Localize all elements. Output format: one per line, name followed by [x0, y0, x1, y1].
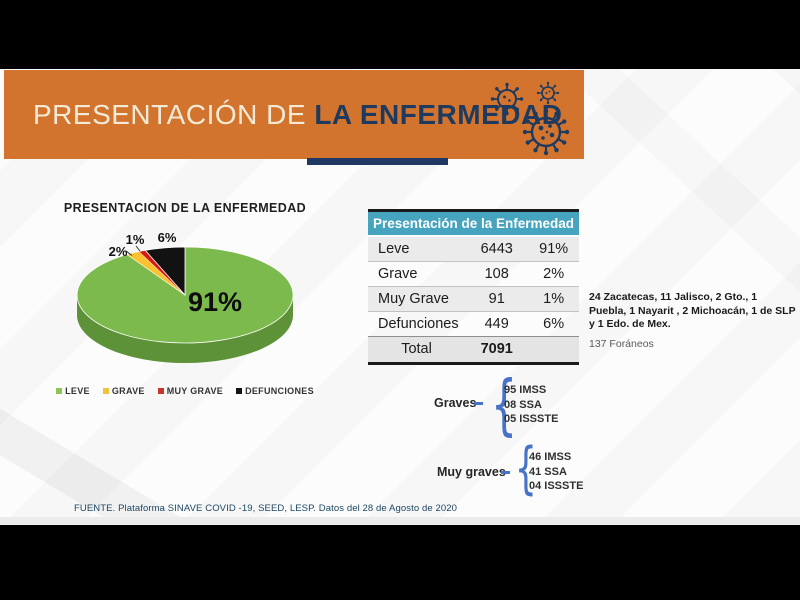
chart-legend: LEVE GRAVE MUY GRAVE DEFUNCIONES	[35, 386, 335, 396]
total-label: Total	[401, 341, 432, 357]
source-footnote: FUENTE. Plataforma SINAVE COVID -19, SEE…	[74, 503, 457, 514]
graves-label: Graves	[434, 396, 477, 410]
legend-label-muy-grave: MUY GRAVE	[166, 386, 224, 396]
graves-item: 95 IMSS	[504, 384, 547, 396]
muy-graves-items: 46 IMSS 41 SSA 04 ISSSTE	[529, 450, 583, 494]
page-title: PRESENTACIÓN DE LA ENFERMEDAD	[33, 99, 562, 131]
row-value: 449	[484, 316, 509, 332]
muy-graves-connector	[501, 471, 510, 474]
data-table: Presentación de la Enfermedad Leve 6443 …	[368, 209, 579, 365]
legend-item-grave: GRAVE	[102, 386, 145, 396]
legend-item-muy-grave: MUY GRAVE	[157, 386, 224, 396]
legend-item-leve: LEVE	[56, 386, 90, 396]
pie-label-defunciones-pct: 6%	[158, 230, 177, 245]
leader-line-muy-grave	[135, 245, 141, 252]
graves-item: 08 SSA	[504, 398, 542, 411]
graves-items: 95 IMSS 08 SSA 05 ISSSTE	[504, 383, 558, 427]
slide-canvas: PRESENTACIÓN DE LA ENFERMEDAD	[0, 69, 800, 525]
row-percent: 6%	[543, 316, 565, 332]
graves-connector	[474, 402, 483, 405]
legend-swatch-defunciones	[236, 388, 243, 394]
header-banner: PRESENTACIÓN DE LA ENFERMEDAD	[4, 70, 584, 159]
pie-side-leve	[77, 295, 293, 363]
table-row: Defunciones 449 6%	[368, 311, 579, 336]
pie-label-leve-pct: 91%	[188, 287, 242, 317]
table-row: Grave 108 2%	[368, 261, 579, 286]
pie-slice-defunciones	[144, 246, 186, 297]
muy-graves-item: 46 IMSS	[529, 451, 572, 463]
legend-label-grave: GRAVE	[111, 386, 145, 396]
muy-graves-label: Muy graves	[437, 465, 506, 479]
row-value: 6443	[480, 241, 513, 257]
page-title-prefix: PRESENTACIÓN DE	[33, 98, 315, 130]
legend-label-defunciones: DEFUNCIONES	[245, 386, 314, 396]
total-percent-empty	[528, 337, 579, 362]
row-label: Leve	[378, 241, 410, 257]
table-total-row: Total 7091	[368, 336, 579, 362]
muy-graves-brace: {	[514, 436, 537, 501]
table-row: Leve 6443 91%	[368, 237, 579, 261]
state-distribution-note: 24 Zacatecas, 11 Jalisco, 2 Gto., 1 Pueb…	[589, 291, 796, 330]
pie-label-muy-grave-pct: 1%	[126, 232, 145, 247]
legend-swatch-muy-grave	[157, 388, 164, 394]
page-title-emphasis: LA ENFERMEDAD	[314, 98, 563, 130]
row-label: Muy Grave	[378, 291, 449, 307]
leader-line-grave	[125, 250, 133, 256]
legend-swatch-grave	[102, 388, 109, 394]
background-decoration	[591, 69, 800, 254]
row-label: Defunciones	[378, 316, 459, 332]
foraneos-note: 137 Foráneos	[589, 338, 654, 350]
total-value: 7091	[480, 341, 513, 357]
legend-item-defunciones: DEFUNCIONES	[236, 386, 314, 396]
row-label: Grave	[378, 266, 418, 282]
table-row: Muy Grave 91 1%	[368, 286, 579, 311]
legend-label-leve: LEVE	[65, 386, 90, 396]
graves-brace: {	[490, 366, 518, 443]
row-value: 108	[484, 266, 509, 282]
muy-graves-item: 41 SSA	[529, 465, 567, 478]
pie-chart: 2% 1% 6% 91%	[30, 218, 340, 383]
row-percent: 91%	[539, 241, 569, 257]
pie-label-grave-pct: 2%	[109, 244, 128, 259]
row-percent: 1%	[543, 291, 565, 307]
coronavirus-icon	[486, 80, 586, 165]
row-value: 91	[488, 291, 505, 307]
chart-title: PRESENTACION DE LA ENFERMEDAD	[63, 201, 307, 215]
banner-accent-bar	[307, 158, 448, 165]
legend-swatch-leve	[56, 388, 63, 394]
muy-graves-item: 04 ISSSTE	[529, 480, 584, 492]
table-header: Presentación de la Enfermedad	[368, 212, 579, 237]
row-percent: 2%	[543, 266, 565, 282]
slide-bottom-edge	[0, 517, 800, 525]
graves-item: 05 ISSSTE	[504, 413, 559, 425]
